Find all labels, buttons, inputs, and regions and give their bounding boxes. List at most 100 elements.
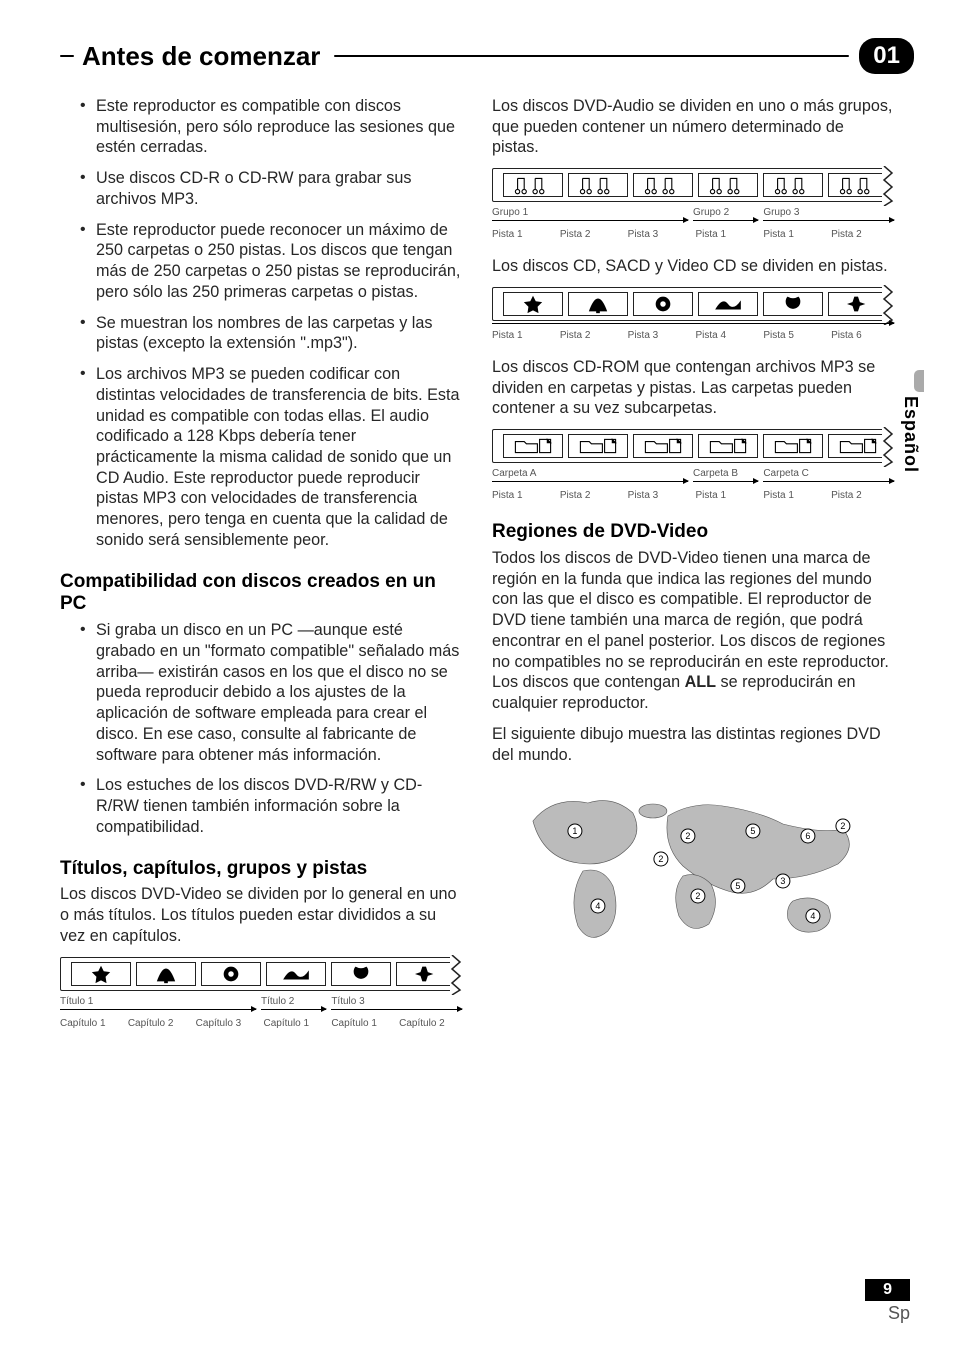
svg-text:2: 2 xyxy=(658,854,663,864)
list-item: Los archivos MP3 se pueden codificar con… xyxy=(96,364,462,551)
paragraph: Los discos CD, SACD y Video CD se divide… xyxy=(492,256,894,277)
paragraph-regions: Todos los discos de DVD-Video tienen una… xyxy=(492,548,894,714)
diagram-dvd-audio: Grupo 1 Grupo 2 Grupo 3 Pista 1 Pista 2 Pista… xyxy=(492,168,894,240)
svg-text:1: 1 xyxy=(572,826,577,836)
diagram-track-label: Pista 4 xyxy=(695,328,758,341)
diagram-track-label: Pista 1 xyxy=(492,227,555,240)
diagram-cell xyxy=(201,962,261,986)
svg-text:5: 5 xyxy=(735,881,740,891)
paragraph: El siguiente dibujo muestra las distinta… xyxy=(492,724,894,765)
diagram-group-label: Carpeta A xyxy=(492,466,688,482)
svg-text:5: 5 xyxy=(750,826,755,836)
diagram-group-label: Título 3 xyxy=(331,994,462,1010)
diagram-cell xyxy=(331,962,391,986)
content-columns: Este reproductor es compatible con disco… xyxy=(0,74,954,1045)
diagram-cell xyxy=(71,962,131,986)
language-label: Español xyxy=(900,396,921,473)
diagram-cell xyxy=(503,434,563,458)
diagram-track-label: Pista 1 xyxy=(492,328,555,341)
diagram-cell xyxy=(633,434,693,458)
diagram-group-label: Grupo 1 xyxy=(492,205,688,221)
chapter-badge: 01 xyxy=(859,38,914,74)
diagram-mp3: Carpeta A Carpeta B Carpeta C Pista 1 Pista … xyxy=(492,429,894,501)
diagram-cell xyxy=(396,962,456,986)
diagram-cd: Pista 1 Pista 2 Pista 3 Pista 4 Pista 5 Pista… xyxy=(492,287,894,341)
diagram-track-label: Pista 1 xyxy=(695,227,758,240)
diagram-dvd-video: Título 1 Título 2 Título 3 Capítulo 1 Capítu… xyxy=(60,957,462,1029)
page-footer: 9 Sp xyxy=(865,1279,910,1324)
diagram-group-label: Grupo 3 xyxy=(763,205,894,221)
svg-text:2: 2 xyxy=(840,821,845,831)
diagram-cell xyxy=(633,173,693,197)
list-item: Use discos CD-R o CD-RW para grabar sus … xyxy=(96,168,462,209)
list-item: Si graba un disco en un PC —aunque esté … xyxy=(96,620,462,765)
diagram-group-label: Título 2 xyxy=(261,994,326,1010)
heading-regions: Regiones de DVD-Video xyxy=(492,521,894,544)
list-item: Este reproductor puede reconocer un máxi… xyxy=(96,220,462,303)
diagram-track-label: Pista 3 xyxy=(628,488,691,501)
diagram-cell xyxy=(568,292,628,316)
diagram-track-label: Pista 5 xyxy=(763,328,826,341)
bullet-list-1: Este reproductor es compatible con disco… xyxy=(60,96,462,551)
header-rule-left xyxy=(60,55,74,57)
diagram-track-label: Pista 1 xyxy=(695,488,758,501)
text: Todos los discos de DVD-Video tienen una… xyxy=(492,549,889,691)
diagram-cell xyxy=(568,173,628,197)
diagram-cell xyxy=(698,434,758,458)
diagram-cell xyxy=(503,292,563,316)
diagram-group-label: Carpeta C xyxy=(763,466,894,482)
diagram-track-label: Capítulo 1 xyxy=(263,1016,326,1029)
diagram-track-label: Pista 2 xyxy=(560,227,623,240)
diagram-cell xyxy=(763,173,823,197)
svg-text:2: 2 xyxy=(685,831,690,841)
diagram-track-label: Pista 1 xyxy=(492,488,555,501)
left-column: Este reproductor es compatible con disco… xyxy=(60,96,462,1045)
diagram-track-label: Capítulo 2 xyxy=(128,1016,191,1029)
header-rule xyxy=(334,55,849,57)
diagram-cell xyxy=(698,173,758,197)
diagram-cell xyxy=(136,962,196,986)
svg-text:4: 4 xyxy=(595,901,600,911)
page-header: Antes de comenzar 01 xyxy=(0,0,954,74)
list-item: Se muestran los nombres de las carpetas … xyxy=(96,313,462,354)
svg-text:3: 3 xyxy=(780,876,785,886)
diagram-cell xyxy=(568,434,628,458)
diagram-track-label: Pista 1 xyxy=(763,227,826,240)
diagram-track-label: Pista 3 xyxy=(628,227,691,240)
diagram-cell xyxy=(503,173,563,197)
diagram-cell xyxy=(828,292,888,316)
paragraph: Los discos DVD-Audio se dividen en uno o… xyxy=(492,96,894,158)
diagram-track-label: Pista 3 xyxy=(628,328,691,341)
svg-text:2: 2 xyxy=(695,891,700,901)
tab-stub xyxy=(914,370,924,392)
diagram-group-label: Grupo 2 xyxy=(693,205,758,221)
page-title: Antes de comenzar xyxy=(82,41,334,72)
diagram-track-label: Capítulo 1 xyxy=(60,1016,123,1029)
text-bold: ALL xyxy=(685,673,716,691)
paragraph: Los discos DVD-Video se dividen por lo g… xyxy=(60,884,462,946)
world-region-map: 1 2 4 5 6 2 5 3 4 2 2 xyxy=(508,781,878,951)
list-item: Este reproductor es compatible con disco… xyxy=(96,96,462,158)
diagram-cell xyxy=(763,292,823,316)
diagram-track-label: Capítulo 1 xyxy=(331,1016,394,1029)
diagram-track-label: Pista 1 xyxy=(763,488,826,501)
diagram-track-label: Pista 2 xyxy=(560,328,623,341)
diagram-track-label: Pista 2 xyxy=(831,488,894,501)
diagram-track-label: Pista 6 xyxy=(831,328,894,341)
svg-text:6: 6 xyxy=(805,831,810,841)
svg-text:4: 4 xyxy=(810,911,815,921)
diagram-track-label: Capítulo 2 xyxy=(399,1016,462,1029)
page-number: 9 xyxy=(865,1279,910,1301)
diagram-cell xyxy=(828,173,888,197)
list-item: Los estuches de los discos DVD-R/RW y CD… xyxy=(96,775,462,837)
right-column: Los discos DVD-Audio se dividen en uno o… xyxy=(492,96,894,1045)
diagram-cell xyxy=(698,292,758,316)
diagram-track-label: Pista 2 xyxy=(831,227,894,240)
language-abbrev: Sp xyxy=(865,1303,910,1324)
diagram-group-label: Título 1 xyxy=(60,994,256,1010)
diagram-group-label: Carpeta B xyxy=(693,466,758,482)
diagram-track-label: Capítulo 3 xyxy=(196,1016,259,1029)
paragraph: Los discos CD-ROM que contengan archivos… xyxy=(492,357,894,419)
diagram-cell xyxy=(633,292,693,316)
diagram-cell xyxy=(763,434,823,458)
